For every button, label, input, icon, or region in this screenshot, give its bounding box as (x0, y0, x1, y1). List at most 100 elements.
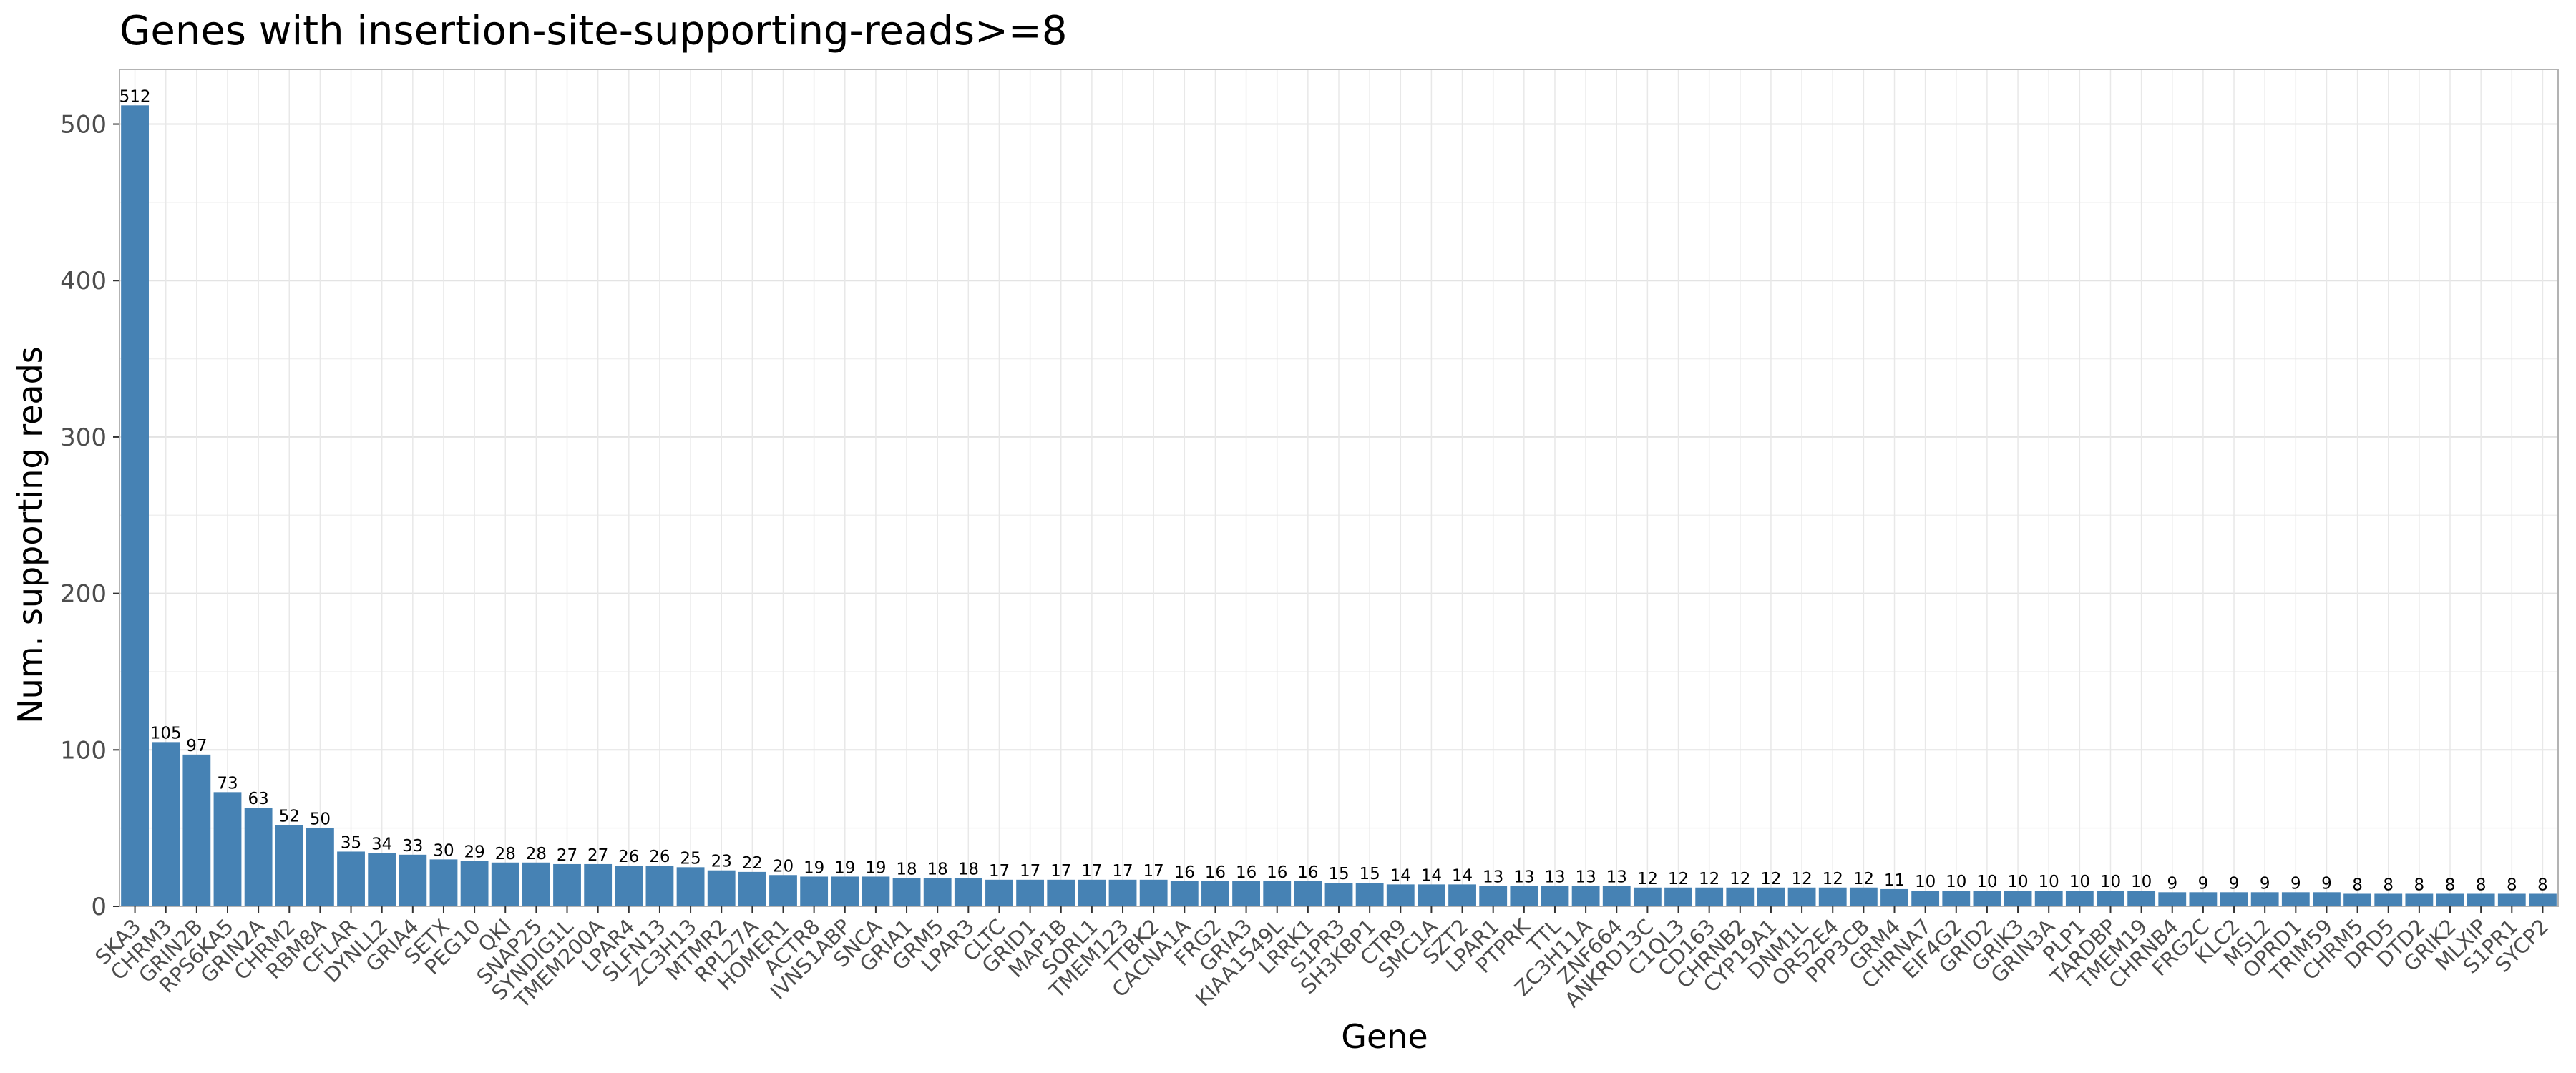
data-label: 26 (618, 848, 639, 866)
data-label: 29 (464, 843, 484, 862)
data-label: 14 (1390, 866, 1411, 885)
bar (2374, 893, 2403, 906)
y-axis-ticks: 0 100 200 300 400 500 (60, 111, 119, 921)
bar (244, 808, 273, 906)
x-axis-title: Gene (1341, 1017, 1428, 1056)
data-label: 26 (649, 848, 670, 866)
chart-title: Genes with insertion-site-supporting-rea… (119, 8, 1067, 54)
data-label: 11 (1884, 871, 1905, 890)
data-label: 13 (1575, 868, 1596, 887)
bar (831, 876, 859, 906)
data-label: 73 (217, 774, 238, 793)
bar (2034, 891, 2063, 906)
bar (2436, 893, 2464, 906)
data-label: 13 (1513, 868, 1534, 887)
bar (1016, 879, 1045, 906)
bar (645, 866, 674, 906)
data-label: 14 (1452, 866, 1473, 885)
bar (1726, 887, 1755, 906)
data-label: 13 (1606, 868, 1627, 887)
bar (2097, 891, 2124, 906)
data-label: 17 (1020, 862, 1040, 881)
data-label: 12 (1791, 870, 1812, 888)
bar (1942, 891, 1971, 906)
bar (2343, 893, 2372, 906)
bar (2065, 891, 2094, 906)
bar (1880, 888, 1908, 906)
y-tick-label: 200 (60, 580, 107, 609)
bar (707, 870, 736, 906)
x-axis-ticks: SKA3CHRM3GRIN2BRPS6KA5GRIN2ACHRM2RBM8ACF… (90, 906, 2553, 1014)
data-label: 28 (495, 845, 516, 863)
bar (1571, 886, 1600, 906)
y-tick-label: 0 (91, 893, 107, 921)
data-label: 13 (1544, 868, 1565, 887)
data-label: 12 (1668, 870, 1689, 888)
y-axis-title: Num. supporting reads (11, 346, 49, 724)
bar (1757, 887, 1785, 906)
data-label: 10 (2100, 873, 2121, 891)
data-label: 512 (119, 87, 151, 106)
bar (1602, 886, 1631, 906)
bars (121, 105, 2557, 906)
data-label: 8 (2476, 876, 2487, 895)
bar (429, 859, 458, 906)
data-label: 63 (248, 790, 268, 808)
bar (1633, 887, 1662, 906)
data-label: 27 (557, 846, 577, 865)
bar (1911, 891, 1940, 906)
data-label: 33 (402, 837, 423, 856)
data-label: 17 (1081, 862, 1102, 881)
data-label: 8 (2445, 876, 2456, 895)
bar (1818, 887, 1847, 906)
bar (2189, 892, 2218, 906)
bar (1695, 887, 1724, 906)
bar (2127, 891, 2156, 906)
data-label: 9 (2229, 874, 2240, 893)
data-label: 13 (1483, 868, 1503, 887)
data-label: 9 (2167, 874, 2177, 893)
data-label: 17 (1112, 862, 1133, 881)
data-label: 8 (2537, 876, 2548, 895)
data-label: 34 (371, 836, 392, 854)
bar (985, 879, 1013, 906)
data-label: 15 (1328, 865, 1349, 883)
data-label: 10 (2039, 873, 2059, 891)
data-label: 8 (2383, 876, 2394, 895)
data-label: 10 (1915, 873, 1936, 891)
data-label: 12 (1823, 870, 1843, 888)
bar (954, 878, 982, 906)
bar (2004, 891, 2032, 906)
bar (1664, 887, 1692, 906)
bar (1541, 886, 1569, 906)
data-label: 8 (2414, 876, 2425, 895)
data-label: 17 (1050, 862, 1071, 881)
data-label: 12 (1853, 870, 1874, 888)
bar (1232, 881, 1260, 906)
data-label: 16 (1267, 863, 1287, 882)
data-label: 23 (711, 853, 732, 871)
bar (1510, 886, 1538, 906)
bar (2405, 893, 2434, 906)
data-label: 30 (433, 841, 454, 860)
data-label: 19 (804, 858, 824, 877)
bar (1787, 887, 1816, 906)
bar (2281, 892, 2310, 906)
bar (306, 828, 334, 906)
bar (1078, 879, 1106, 906)
data-label: 19 (865, 858, 886, 877)
data-label: 12 (1729, 870, 1750, 888)
bar (584, 863, 613, 906)
data-label: 16 (1174, 863, 1195, 882)
bar (2250, 892, 2279, 906)
bar (769, 875, 797, 906)
data-label: 18 (927, 861, 948, 879)
bar (1108, 879, 1137, 906)
bar (1294, 881, 1322, 906)
bar (800, 876, 829, 906)
bar (1170, 881, 1199, 906)
bar (213, 792, 242, 906)
data-label: 10 (2007, 873, 2028, 891)
bar (615, 866, 643, 906)
bar (1849, 887, 1878, 906)
